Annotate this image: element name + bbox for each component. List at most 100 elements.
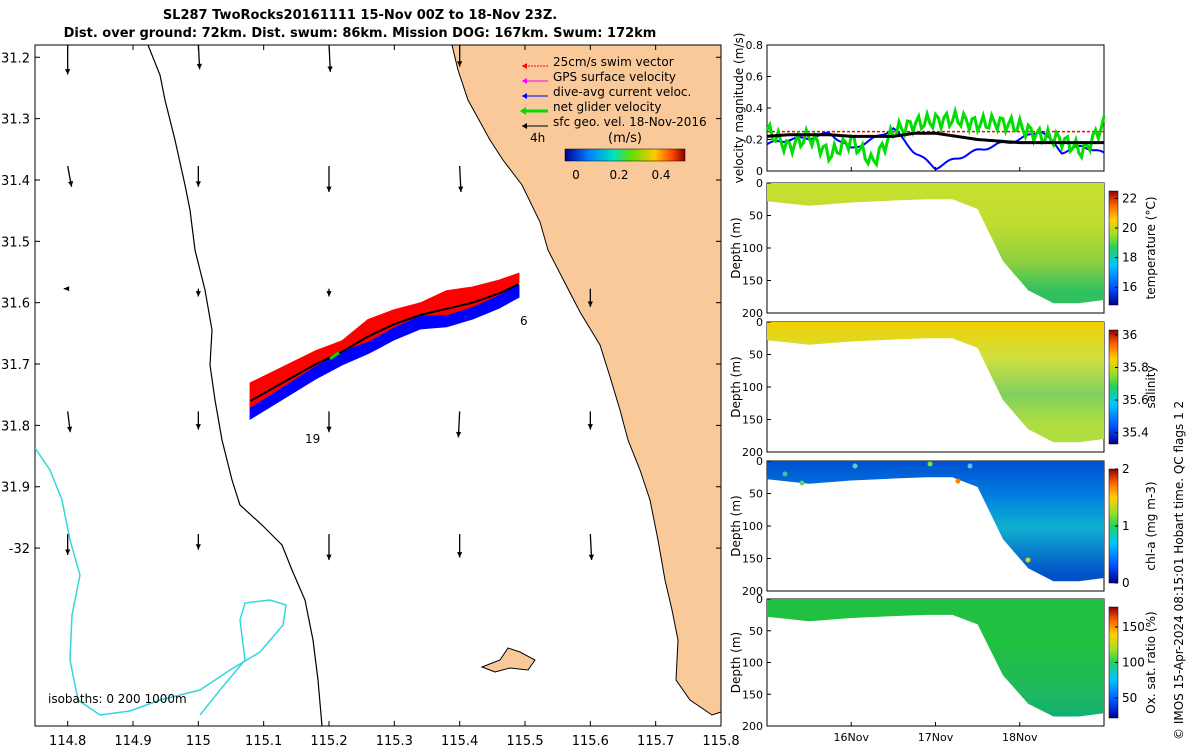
map-legend: 25cm/s swim vector GPS surface velocity …: [520, 55, 707, 182]
depth-tick-label: 150: [742, 688, 763, 701]
depth-tick-label: 50: [749, 210, 763, 223]
sfc-geo-vector-head: [457, 552, 463, 558]
glider-track-line: [250, 283, 519, 402]
sfc-geo-vector-head: [327, 66, 333, 72]
map-x-tick-label: 115.3: [376, 734, 413, 749]
depth-axis-label: Depth (m): [729, 217, 743, 278]
sfc-geo-vector: [326, 288, 332, 297]
coastline-land: [451, 45, 721, 716]
plot-title-line2: Dist. over ground: 72km. Dist. swum: 86k…: [63, 26, 657, 41]
sfc-geo-vector: [195, 288, 201, 297]
isobaths-label: isobaths: 0 200 1000m: [48, 692, 187, 706]
chla-sample-dot: [1025, 557, 1031, 563]
section-data-fill: [767, 322, 1104, 443]
sfc-geo-vector-head: [457, 61, 463, 67]
legend-label-net-glider: net glider velocity: [553, 100, 661, 114]
chla-sample-dot: [852, 463, 858, 469]
colorbar-tick-label: 2: [1122, 462, 1130, 476]
colorbar-tick-label: 100: [1122, 656, 1145, 670]
depth-tick-label: 100: [742, 657, 763, 670]
sfc-geo-vector-head: [456, 431, 462, 438]
colorbar-tick-label: 22: [1122, 191, 1137, 205]
colorbar-label: temperature (°C): [1144, 197, 1158, 300]
depth-axis-label: Depth (m): [729, 632, 743, 693]
time-x-axis: 16Nov 17Nov 18Nov: [834, 167, 1038, 744]
chla-sample-dot: [799, 480, 805, 486]
chla-sample-dot: [967, 463, 973, 469]
sfc-geo-vector-head: [65, 549, 71, 555]
legend-net-glider: net glider velocity: [520, 100, 661, 115]
sfc-geo-vector-head: [195, 544, 201, 550]
map-x-tick-label: 115.1: [245, 734, 282, 749]
sfc-geo-vector: [195, 411, 201, 430]
sfc-geo-vector-head: [326, 186, 332, 192]
legend-label-sfc-geo: sfc geo. vel. 18-Nov-2016: [553, 115, 707, 129]
map-y-tick-label: 31.9: [1, 481, 30, 496]
sfc-geo-vector-head: [326, 426, 332, 433]
map-y-tick-label: 31.4: [1, 174, 30, 189]
map-y-tick-label: 31.5: [1, 235, 30, 250]
depth-tick-label: 100: [742, 381, 763, 394]
sfc-geo-vector: [457, 534, 463, 558]
sfc-geo-vector-head: [587, 424, 593, 430]
sfc-geo-vector-head: [65, 69, 71, 75]
chla-sample-dot: [955, 478, 961, 484]
colorbar-tick-2: 0.4: [651, 168, 670, 182]
chla-sample-dot: [782, 471, 788, 477]
depth-tick-label: 0: [756, 593, 763, 606]
depth-tick-label: 0: [756, 177, 763, 190]
colorbar-title: (m/s): [608, 131, 642, 146]
island: [480, 647, 536, 673]
velocity-colorbar: [564, 148, 686, 162]
map-x-tick-label: 115.8: [702, 734, 739, 749]
legend-label-gps: GPS surface velocity: [553, 70, 676, 84]
track-end-label: 6: [520, 314, 528, 328]
colorbar-tick-label: 35.4: [1122, 426, 1149, 440]
map-y-tick-label: 31.2: [1, 51, 30, 66]
depth-tick-label: 150: [742, 553, 763, 566]
velocity-y-tick-label: 0.4: [746, 102, 764, 115]
depth-tick-label: 200: [742, 446, 763, 459]
depth-axis-label: Depth (m): [729, 356, 743, 417]
sfc-geo-vector: [65, 534, 71, 555]
glider-track: [249, 272, 520, 421]
time-tick-label: 16Nov: [834, 731, 870, 744]
sfc-geo-vector-head: [587, 301, 593, 307]
legend-swim: 25cm/s swim vector: [522, 55, 674, 69]
sfc-geo-vector-head: [195, 181, 201, 187]
depth-tick-label: 0: [756, 455, 763, 468]
track-start-label: 19: [305, 432, 320, 446]
colorbar-tick-label: 0: [1122, 576, 1130, 590]
velocity-y-axis: 0 0.2 0.4 0.6 0.8: [746, 39, 771, 178]
map-x-tick-label: 115.6: [572, 734, 609, 749]
colorbar-tick-1: 0.2: [609, 168, 628, 182]
sfc-geo-vector: [195, 165, 201, 187]
sfc-geo-vector-head: [67, 426, 73, 433]
colorbar-label: chl-a (mg m-3): [1144, 481, 1158, 570]
sfc-geo-vector: [326, 411, 332, 433]
map-x-tick-label: 115.5: [506, 734, 543, 749]
map-panel: 114.8 114.9 115 115.1 115.2 115.3 115.4 115.5 11…: [1, 44, 740, 749]
depth-axis-label: Depth (m): [729, 495, 743, 556]
section-data-fill: [767, 461, 1104, 582]
imos-footer: © IMOS 15-Apr-2024 08:15:01 Hobart time.…: [1172, 400, 1186, 740]
sfc-geo-vector-head: [326, 291, 332, 297]
colorbar-label: Ox. sat. ratio (%): [1144, 611, 1158, 713]
depth-tick-label: 200: [742, 720, 763, 733]
sfc-geo-vector-head: [196, 63, 202, 70]
sfc-geo-vector: [458, 165, 464, 193]
sfc-geo-vector-head: [326, 554, 332, 561]
sfc-geo-vector: [67, 165, 74, 187]
velocity-y-tick-label: 0: [756, 165, 763, 178]
sfc-geo-vector-head: [588, 554, 594, 561]
sfc-geo-vector-head: [63, 286, 70, 292]
sfc-geo-vector: [587, 411, 593, 430]
depth-tick-label: 50: [749, 488, 763, 501]
sfc-geo-vector-head: [68, 180, 74, 187]
plot-title-line1: SL287 TwoRocks20161111 15-Nov 00Z to 18-…: [162, 8, 558, 23]
map-x-tick-label: 114.9: [114, 734, 151, 749]
map-y-tick-label: 31.6: [1, 297, 30, 312]
sfc-geo-vector: [326, 165, 332, 192]
